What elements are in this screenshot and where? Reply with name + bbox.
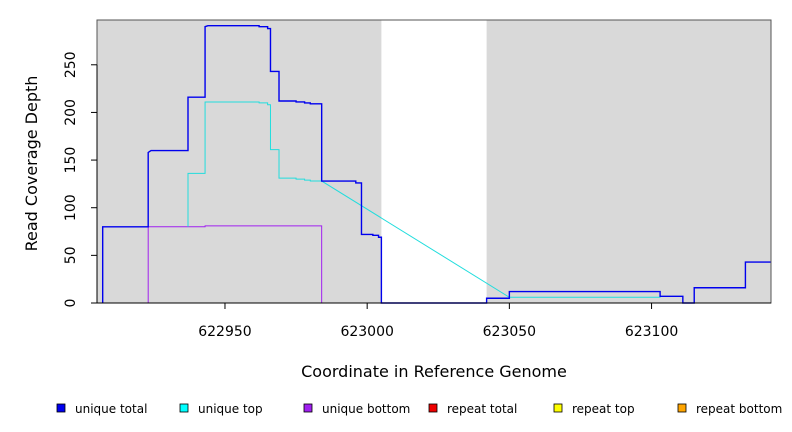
y-tick-label: 250	[63, 51, 79, 78]
series-unique-top	[187, 101, 683, 298]
legend-item-unique-top: unique top	[179, 402, 263, 416]
legend-swatch	[553, 403, 563, 413]
y-tick-label: 150	[63, 147, 79, 174]
plot-background	[97, 20, 771, 303]
y-tick-label: 0	[63, 299, 79, 308]
legend-item-repeat-total: repeat total	[428, 402, 517, 416]
legend-item-unique-total: unique total	[56, 402, 147, 416]
legend-swatch	[303, 403, 313, 413]
legend-label: repeat top	[572, 402, 635, 416]
x-axis-title: Coordinate in Reference Genome	[301, 362, 567, 381]
x-tick-label: 623050	[483, 324, 536, 340]
legend: unique total unique top unique bottom repea…	[56, 402, 782, 416]
legend-label: unique bottom	[322, 402, 410, 416]
y-tick-label: 100	[63, 194, 79, 221]
y-tick-label: 200	[63, 99, 79, 126]
legend-swatch	[428, 403, 438, 413]
y-tick-label: 50	[63, 246, 79, 264]
series-unique-bottom	[147, 225, 323, 303]
legend-swatch	[677, 403, 687, 413]
x-axis: 622950 623000 623050 623100	[97, 302, 771, 340]
x-tick-label: 623100	[625, 324, 678, 340]
legend-label: repeat total	[447, 402, 517, 416]
legend-item-repeat-bottom: repeat bottom	[677, 402, 782, 416]
legend-label: unique top	[198, 402, 263, 416]
x-tick-label: 623000	[340, 324, 393, 340]
legend-item-repeat-top: repeat top	[553, 402, 635, 416]
legend-label: repeat bottom	[696, 402, 782, 416]
series-unique-total	[101, 25, 771, 304]
shaded-region-2	[486, 20, 771, 303]
legend-swatch	[179, 403, 189, 413]
legend-swatch	[56, 403, 66, 413]
legend-item-unique-bottom: unique bottom	[303, 402, 410, 416]
shaded-region-1	[97, 20, 382, 303]
x-tick-label: 622950	[198, 324, 251, 340]
legend-label: unique total	[75, 402, 147, 416]
y-axis-title: Read Coverage Depth	[22, 76, 41, 252]
y-axis: 0 50 100 150 200 250	[63, 51, 98, 308]
